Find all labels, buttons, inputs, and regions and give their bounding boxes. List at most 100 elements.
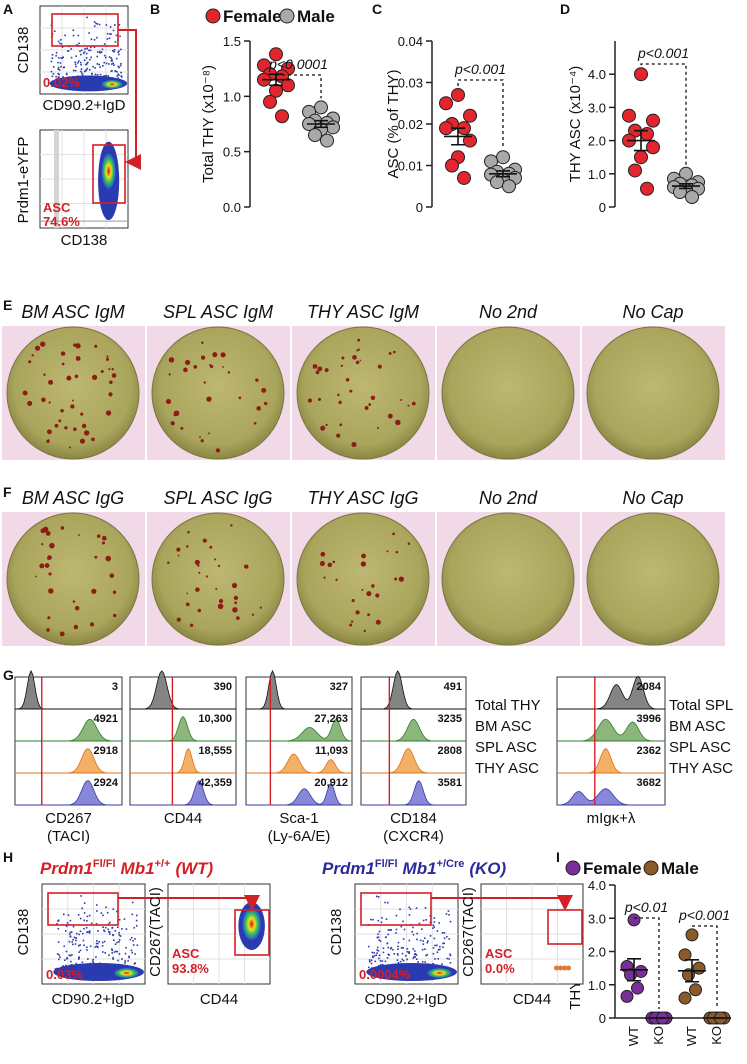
data-point <box>627 913 641 927</box>
spot <box>351 442 357 448</box>
event-dot <box>134 962 136 964</box>
event-dot <box>114 929 117 932</box>
spot <box>234 601 238 605</box>
spot <box>259 606 262 609</box>
event-dot <box>90 922 93 925</box>
event-dot <box>80 895 82 897</box>
legend-marker <box>565 860 581 876</box>
event-dot <box>86 915 89 918</box>
density <box>242 908 261 940</box>
title-part: (KO) <box>469 859 506 878</box>
event-dot <box>377 949 380 952</box>
event-dot <box>387 946 389 949</box>
spot <box>186 545 189 548</box>
event-dot <box>404 955 407 957</box>
event-dot <box>396 953 399 955</box>
event-count: 2808 <box>438 745 462 757</box>
event-dot <box>73 936 76 939</box>
gate-arrow <box>431 895 573 911</box>
spot <box>355 360 360 365</box>
spot <box>199 436 201 439</box>
spot <box>208 432 210 435</box>
event-dot <box>115 57 118 60</box>
y-tick-label: 3.0 <box>588 100 606 115</box>
spot <box>105 410 112 416</box>
event-dot <box>117 51 119 54</box>
spot <box>336 433 341 438</box>
event-dot <box>442 946 444 949</box>
spot <box>94 555 98 559</box>
event-dot <box>116 950 118 953</box>
spot <box>411 401 416 406</box>
spot <box>46 429 52 435</box>
event-dot <box>89 49 92 52</box>
legend-label: BM ASC <box>669 718 726 735</box>
spot <box>197 564 200 567</box>
event-dot <box>95 956 97 958</box>
spot <box>209 545 213 549</box>
event-dot <box>403 928 406 931</box>
event-dot <box>70 960 72 963</box>
event-dot <box>86 931 88 934</box>
event-dot <box>58 76 60 79</box>
event-dot <box>429 935 432 937</box>
event-dot <box>77 34 80 37</box>
gate <box>47 892 119 926</box>
event-dot <box>107 75 110 77</box>
event-dot <box>115 34 118 37</box>
spot <box>27 400 33 406</box>
event-dot <box>83 70 86 73</box>
data-point <box>631 981 644 995</box>
event-dot <box>426 941 429 944</box>
event-dot <box>62 913 65 916</box>
event-dot <box>408 906 411 909</box>
spot <box>197 608 202 613</box>
spot <box>235 616 240 620</box>
spot <box>66 375 72 381</box>
event-dot <box>384 960 387 963</box>
event-dot <box>110 57 112 59</box>
event-dot <box>400 925 403 928</box>
event-dot <box>105 62 108 65</box>
event-dot <box>433 926 435 928</box>
event-dot <box>399 960 402 963</box>
event-dot <box>135 924 138 927</box>
event-dot <box>79 917 82 920</box>
event-dot <box>101 945 104 947</box>
data-point <box>640 126 654 141</box>
event-count: 42,359 <box>198 777 232 789</box>
event-dot <box>418 922 421 925</box>
data-point <box>502 179 516 194</box>
spot <box>212 352 218 358</box>
event-dot <box>81 907 83 910</box>
spot <box>206 396 212 402</box>
event-dot <box>424 948 426 950</box>
event-dot <box>378 930 381 933</box>
event-count: 390 <box>214 681 232 693</box>
spot <box>96 534 101 538</box>
event-dot <box>106 911 109 914</box>
spot <box>165 398 172 405</box>
spot <box>367 613 370 617</box>
spot <box>338 400 342 405</box>
event-dot <box>68 933 71 936</box>
spot <box>215 587 218 590</box>
event-dot <box>432 952 435 955</box>
event-count: 3581 <box>438 777 462 789</box>
event-dot <box>86 919 88 922</box>
event-dot <box>121 928 123 930</box>
spot <box>332 560 336 564</box>
spot <box>400 399 403 401</box>
y-tick-label: 2.0 <box>588 945 606 960</box>
event-count: 10,300 <box>198 713 232 725</box>
y-tick-label: 0.02 <box>398 117 423 132</box>
event-dot <box>128 956 130 959</box>
spot <box>315 370 320 375</box>
event-dot <box>62 56 64 59</box>
event-dot <box>88 914 91 917</box>
spot <box>352 355 357 360</box>
panel-letter: H <box>3 849 13 865</box>
title-part: Mb1 <box>121 859 155 878</box>
event-dot <box>87 930 89 933</box>
event-dot <box>105 74 107 77</box>
